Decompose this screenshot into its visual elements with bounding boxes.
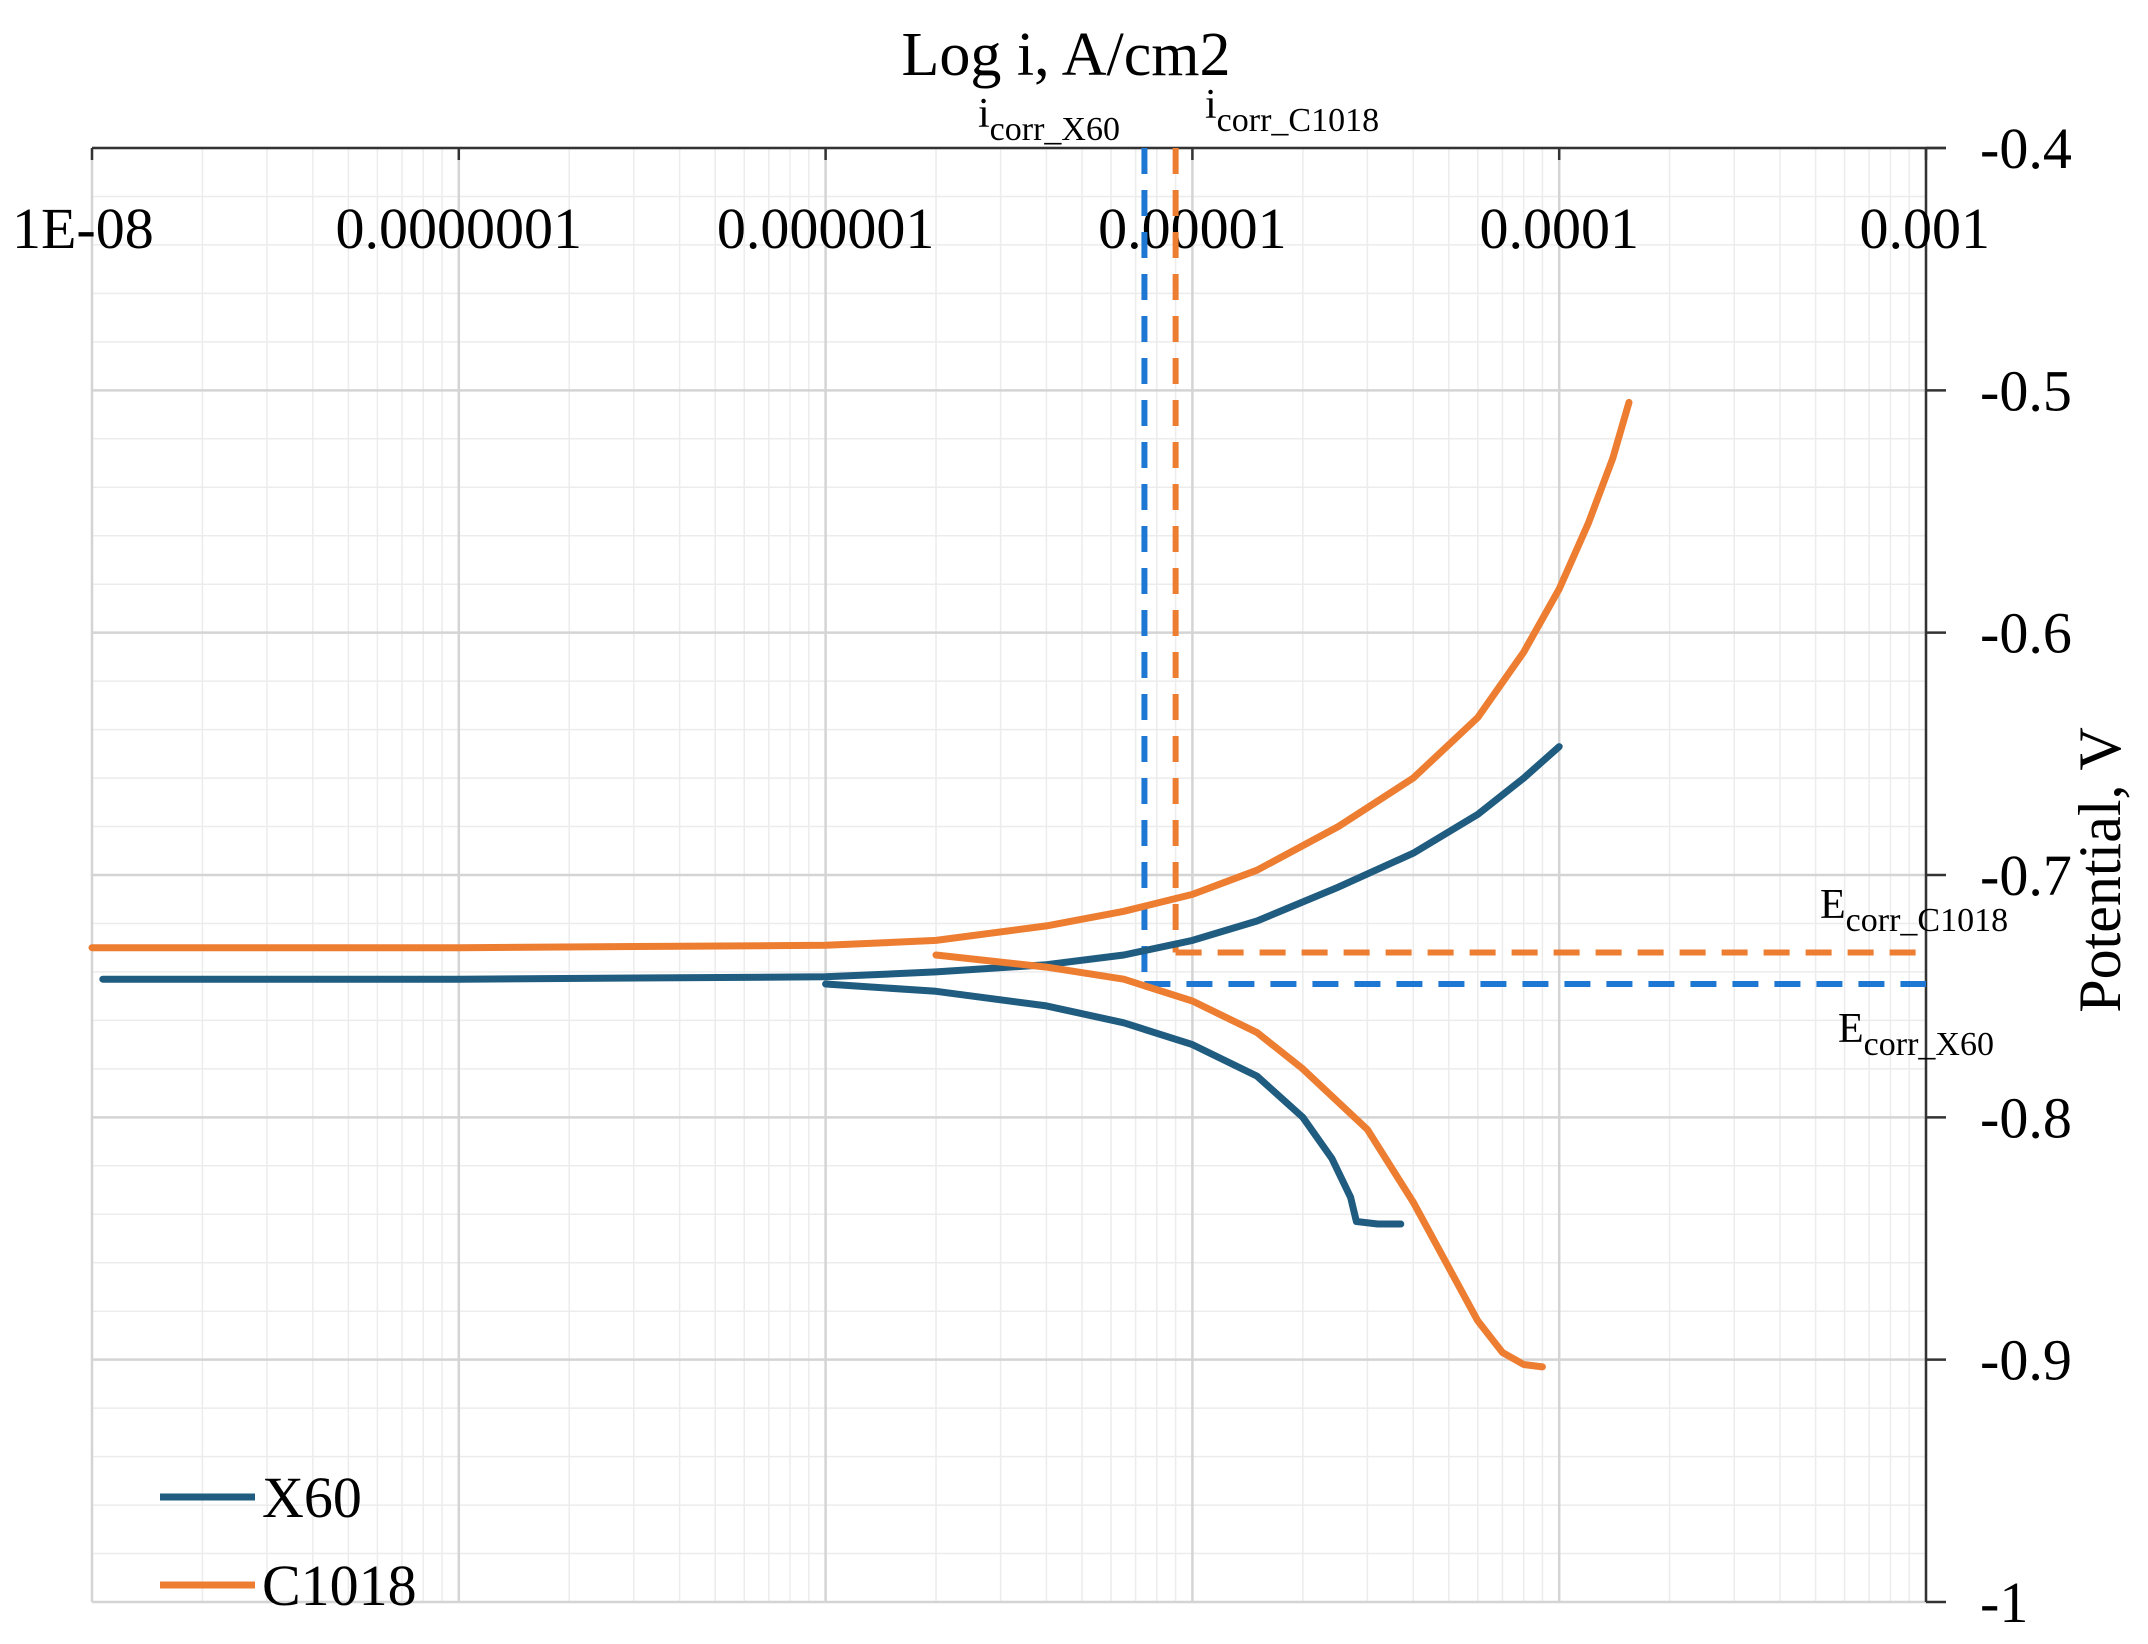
series-line-c1018-cathodic [932, 951, 1546, 1371]
y-tick-label: -1 [1980, 1570, 2028, 1635]
legend: X60 C1018 [160, 1465, 417, 1618]
annotation-icorr-x60: icorr_X60 [978, 91, 1120, 148]
y-tick-label: -0.9 [1980, 1328, 2072, 1393]
x-tick-label: 1E-08 [12, 196, 154, 261]
tick-labels: 1E-08 0.0000001 0.000001 0.00001 0.0001 0.001… [12, 116, 2072, 1635]
y-tick-label: -0.4 [1980, 116, 2072, 181]
y-tick-label: -0.7 [1980, 843, 2072, 908]
y-tick-label: -0.8 [1980, 1085, 2072, 1150]
annotation-icorr-c1018: icorr_C1018 [1205, 82, 1379, 139]
x-tick-label: 0.000001 [717, 196, 935, 261]
data-series [88, 398, 1633, 1371]
axes [90, 146, 1946, 1604]
annotation-icorr-x60-sub: corr_X60 [990, 111, 1120, 148]
x-tick-label: 0.0001 [1479, 196, 1639, 261]
annotation-ecorr-x60: Ecorr_X60 [1838, 1006, 1994, 1063]
legend-label-c1018: C1018 [262, 1553, 417, 1618]
x-tick-label: 0.001 [1860, 196, 1991, 261]
x-tick-label: 0.00001 [1098, 196, 1287, 261]
x-tick-label: 0.0000001 [336, 196, 583, 261]
reference-lines [1141, 148, 1926, 988]
y-tick-label: -0.6 [1980, 601, 2072, 666]
annotation-ecorr-c1018-sub: corr_C1018 [1846, 902, 2008, 939]
annotation-icorr-c1018-sub: corr_C1018 [1217, 102, 1379, 139]
annotation-ecorr-x60-sub: corr_X60 [1864, 1026, 1994, 1063]
y-axis-label: Potential, V [2067, 727, 2133, 1013]
y-tick-label: -0.5 [1980, 358, 2072, 423]
x-axis-label: Log i, A/cm2 [902, 21, 1231, 89]
legend-label-x60: X60 [262, 1465, 362, 1530]
gridlines [90, 146, 1928, 1604]
series-line-x60-anodic [99, 743, 1563, 983]
series-line-x60-cathodic [822, 980, 1405, 1228]
series-line-c1018-anodic [88, 398, 1633, 952]
annotation-ecorr-c1018: Ecorr_C1018 [1820, 882, 2008, 939]
